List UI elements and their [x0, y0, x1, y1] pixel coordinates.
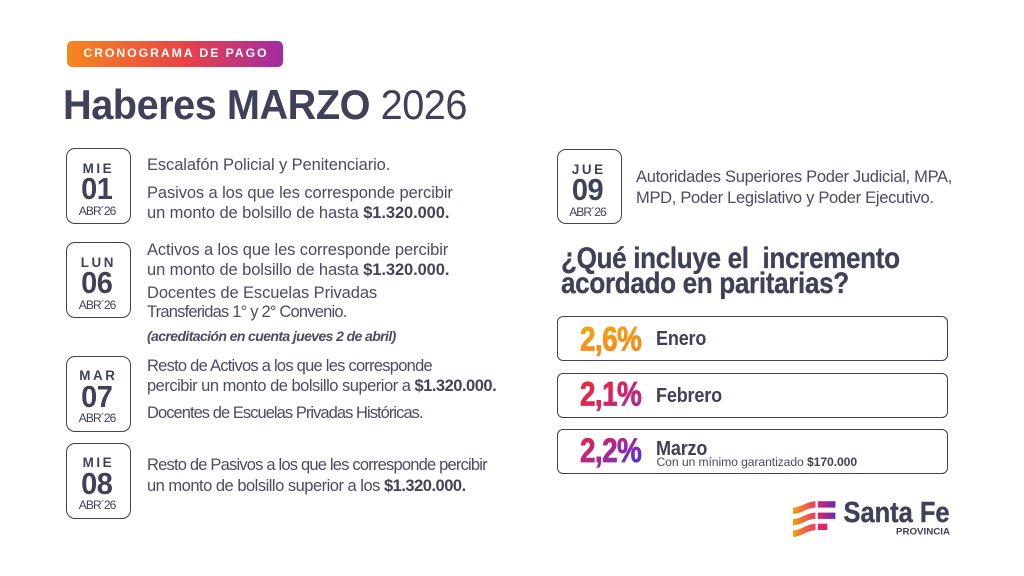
svg-text:PROVINCIA: PROVINCIA — [896, 527, 951, 537]
svg-text:Santa Fe: Santa Fe — [844, 497, 950, 529]
svg-text:2,1%: 2,1% — [580, 375, 641, 413]
svg-text:2,6%: 2,6% — [580, 320, 641, 358]
svg-text:2,2%: 2,2% — [580, 431, 641, 469]
